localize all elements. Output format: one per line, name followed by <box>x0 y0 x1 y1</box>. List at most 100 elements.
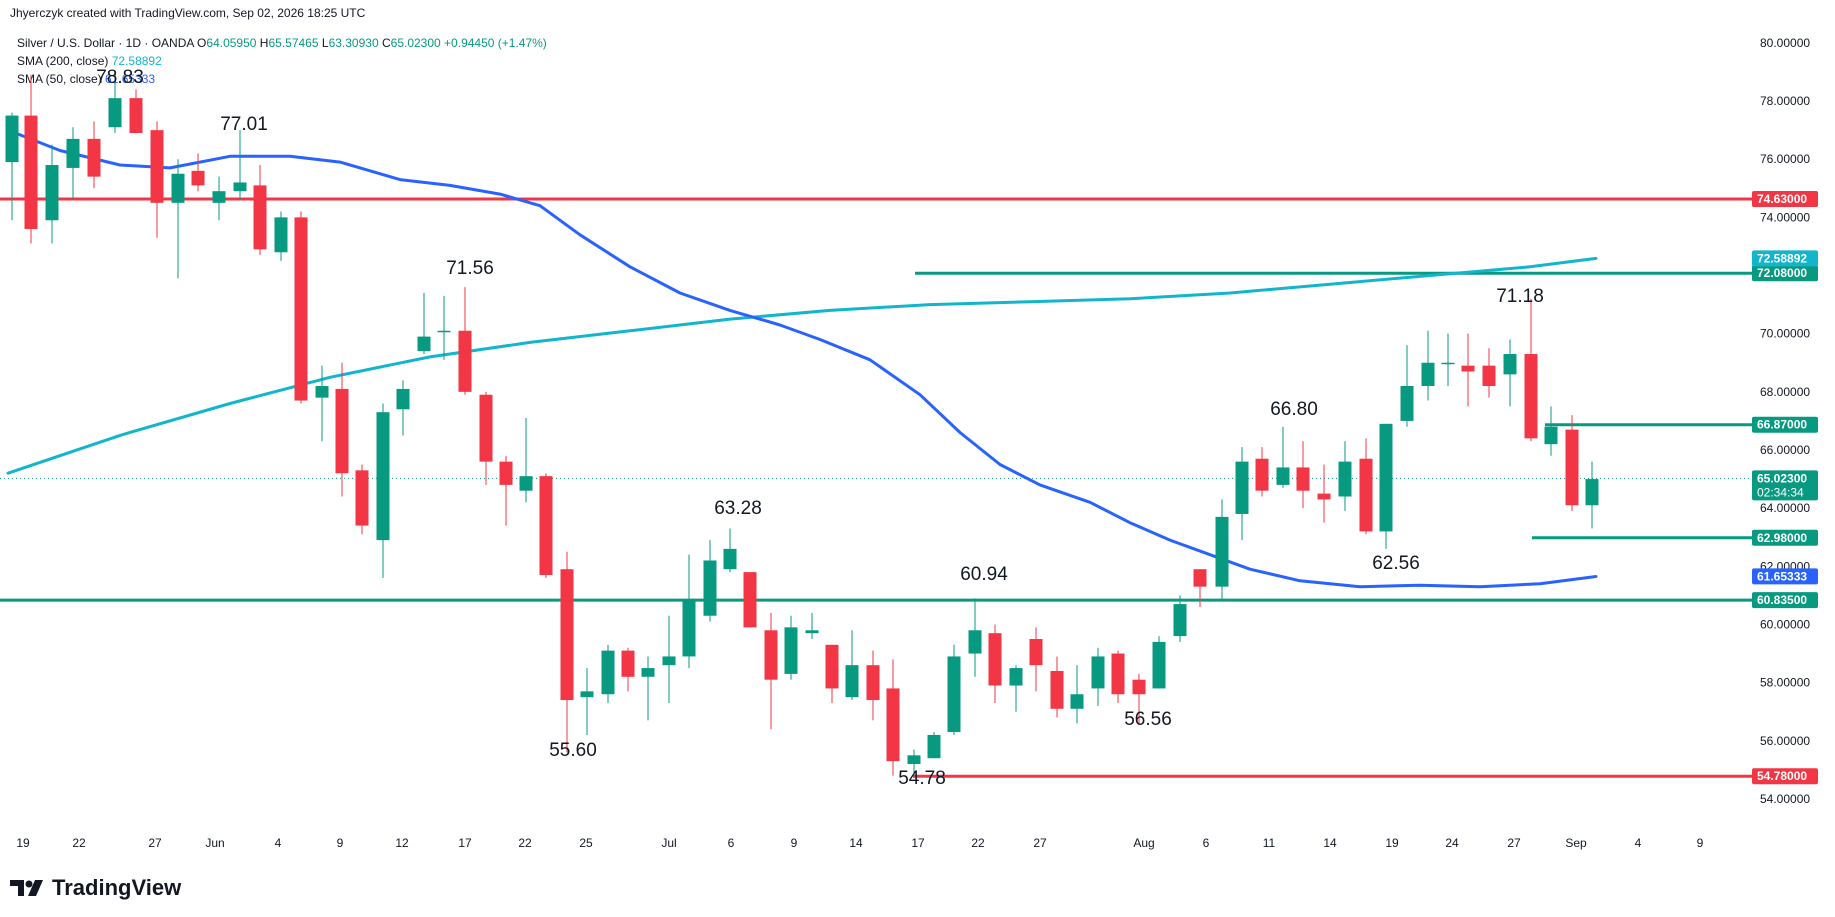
candle[interactable] <box>866 650 880 721</box>
sma50-legend-row[interactable]: SMA (50, close) 61.65333 <box>17 70 547 88</box>
candle[interactable] <box>171 159 185 279</box>
symbol-name[interactable]: Silver / U.S. Dollar · 1D · OANDA <box>17 36 194 50</box>
candle[interactable] <box>294 211 308 404</box>
candle[interactable] <box>1359 438 1373 535</box>
candle[interactable] <box>641 656 655 721</box>
candle[interactable] <box>1296 441 1310 509</box>
candle[interactable] <box>560 551 574 753</box>
candle[interactable] <box>1400 345 1414 427</box>
candle[interactable] <box>1173 595 1187 642</box>
candle-body <box>1317 493 1331 500</box>
sma-tag-1-bg <box>1752 568 1818 585</box>
candle[interactable] <box>335 362 349 497</box>
candle[interactable] <box>621 647 635 692</box>
candle[interactable] <box>539 473 553 578</box>
candle[interactable] <box>703 540 717 622</box>
candle[interactable] <box>1215 499 1229 602</box>
y-tick-label: 58.00000 <box>1760 676 1810 690</box>
candle[interactable] <box>743 572 757 628</box>
candle[interactable] <box>1050 656 1064 718</box>
candle[interactable] <box>1461 333 1475 407</box>
sma200-line[interactable] <box>6 256 1598 475</box>
candle[interactable] <box>1029 627 1043 692</box>
x-tick-label: 27 <box>1033 836 1047 850</box>
candle[interactable] <box>927 732 941 759</box>
candle[interactable] <box>601 644 615 703</box>
candle[interactable] <box>417 292 431 355</box>
candle[interactable] <box>437 295 451 360</box>
candle[interactable] <box>580 668 594 735</box>
tradingview-logo: TradingView <box>10 875 181 901</box>
candle[interactable] <box>1235 447 1249 541</box>
candle[interactable] <box>988 624 1002 703</box>
candle[interactable] <box>1524 298 1538 442</box>
candle[interactable] <box>1091 647 1105 706</box>
candle[interactable] <box>1379 423 1393 549</box>
candle[interactable] <box>1503 339 1517 407</box>
candle[interactable] <box>1317 464 1331 523</box>
candle[interactable] <box>886 659 900 776</box>
candle[interactable] <box>968 598 982 677</box>
candle[interactable] <box>376 403 390 578</box>
sma200-legend-row[interactable]: SMA (200, close) 72.58892 <box>17 52 547 70</box>
sma50-line[interactable] <box>6 128 1598 589</box>
candle[interactable] <box>764 612 778 730</box>
candle[interactable] <box>24 74 38 244</box>
candle[interactable] <box>723 528 737 573</box>
candle-body <box>5 115 19 163</box>
candle[interactable] <box>45 144 59 244</box>
candle[interactable] <box>1009 665 1023 712</box>
candle[interactable] <box>458 287 472 395</box>
candle-body <box>743 572 757 628</box>
candle[interactable] <box>66 127 80 200</box>
candle[interactable] <box>1441 333 1455 387</box>
candle[interactable] <box>108 77 122 134</box>
candle[interactable] <box>1070 665 1084 724</box>
candle[interactable] <box>1276 426 1290 488</box>
candle[interactable] <box>519 418 533 503</box>
candle[interactable] <box>150 121 164 238</box>
price-axis[interactable]: 54.0000056.0000058.0000060.0000062.00000… <box>1760 36 1810 806</box>
candle[interactable] <box>1338 441 1352 512</box>
sma-tag-1-text: 61.65333 <box>1757 569 1807 583</box>
candle[interactable] <box>1544 406 1558 456</box>
candle[interactable] <box>355 464 369 535</box>
candle[interactable] <box>682 554 696 669</box>
candle[interactable] <box>274 211 288 261</box>
candle[interactable] <box>662 615 676 703</box>
candle[interactable] <box>499 455 513 526</box>
candle[interactable] <box>1482 348 1496 398</box>
candle[interactable] <box>233 130 247 200</box>
candle[interactable] <box>1111 650 1125 703</box>
candle[interactable] <box>212 176 226 221</box>
candle[interactable] <box>1565 415 1579 512</box>
candle[interactable] <box>1585 461 1599 529</box>
sma-tag-0: 72.58892 <box>1752 250 1818 267</box>
candle[interactable] <box>479 391 493 485</box>
candle[interactable] <box>253 165 267 256</box>
candle[interactable] <box>191 153 205 192</box>
candle[interactable] <box>87 121 101 189</box>
y-tick-label: 74.00000 <box>1760 210 1810 224</box>
time-axis[interactable]: 19 22 27 Jun 4 9 12 17 22 25 Jul 6 9 14 17 22 27 Aug 6 11 14… <box>16 836 1703 850</box>
candle[interactable] <box>1255 447 1269 497</box>
candle[interactable] <box>1193 569 1207 608</box>
candle[interactable] <box>129 89 143 134</box>
sma50-value: 61.65333 <box>105 72 156 86</box>
x-tick-label: 19 <box>1385 836 1399 850</box>
ohlc-row: Silver / U.S. Dollar · 1D · OANDA O64.05… <box>17 34 547 52</box>
candle[interactable] <box>5 112 19 221</box>
candle[interactable] <box>1132 673 1146 724</box>
candle[interactable] <box>805 612 819 639</box>
candle[interactable] <box>1152 636 1166 689</box>
candle[interactable] <box>315 365 329 442</box>
candle[interactable] <box>1421 330 1435 401</box>
candle[interactable] <box>825 644 839 703</box>
candle[interactable] <box>396 380 410 436</box>
candle[interactable] <box>845 630 859 701</box>
candle[interactable] <box>784 615 798 680</box>
candle-body <box>437 330 451 333</box>
candle[interactable] <box>907 749 921 776</box>
candle[interactable] <box>947 644 961 735</box>
